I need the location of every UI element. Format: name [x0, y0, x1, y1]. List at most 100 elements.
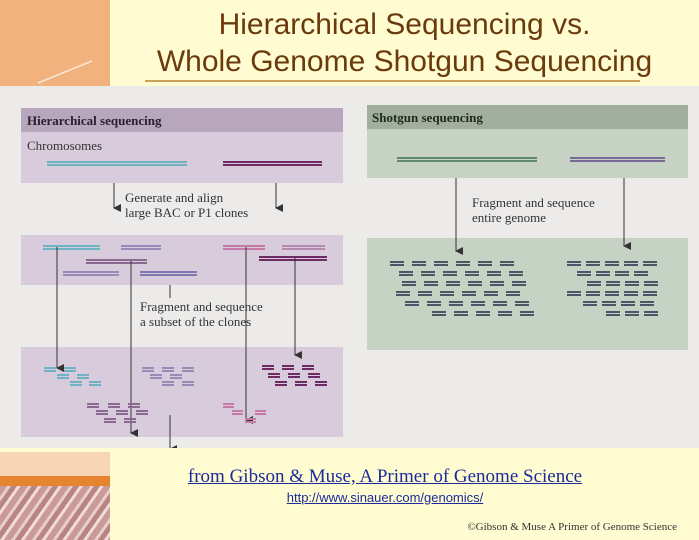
sequence-fragment: [583, 301, 597, 303]
sequence-fragment: [308, 376, 320, 378]
sequence-fragment: [443, 274, 457, 276]
sequence-fragment: [432, 314, 446, 316]
sequence-fragment: [170, 374, 182, 376]
sequence-fragment: [182, 384, 194, 386]
genome-section: [367, 129, 688, 178]
url-link[interactable]: http://www.sinauer.com/genomics/: [286, 490, 484, 505]
shotgun-header-bar: [367, 105, 688, 129]
sequence-fragment: [124, 421, 136, 423]
sequence-fragment: [232, 410, 243, 412]
sequence-fragment: [162, 384, 174, 386]
sequence-fragment: [487, 271, 501, 273]
sequence-fragment: [498, 311, 512, 313]
sequence-fragment: [427, 301, 441, 303]
sequence-fragment: [621, 301, 635, 303]
sequence-fragment: [64, 370, 76, 372]
sequence-fragment: [644, 284, 658, 286]
chromosome-section: [21, 132, 343, 183]
sequence-fragment: [454, 314, 468, 316]
sequence-fragment: [402, 284, 416, 286]
sequence-fragment: [443, 271, 457, 273]
sequence-fragment: [634, 271, 648, 273]
sequence-fragment: [424, 281, 438, 283]
sequence-fragment: [162, 381, 174, 383]
clone-bar: [140, 274, 197, 276]
sequence-fragment: [456, 264, 470, 266]
sequence-fragment: [302, 368, 314, 370]
sequence-fragment: [643, 294, 657, 296]
sequence-fragment: [268, 376, 280, 378]
sequence-fragment: [586, 291, 600, 293]
sequence-fragment: [625, 314, 639, 316]
sequence-fragment: [396, 291, 410, 293]
sequence-fragment: [644, 281, 658, 283]
clone-bar: [63, 274, 119, 276]
sequence-fragment: [262, 365, 274, 367]
clone-bar: [86, 259, 147, 261]
sequence-fragment: [245, 421, 256, 423]
sequence-fragment: [128, 403, 140, 405]
sequence-fragment: [625, 284, 639, 286]
sequence-fragment: [567, 294, 581, 296]
sequence-fragment: [275, 384, 287, 386]
sequence-fragment: [70, 381, 82, 383]
sequence-fragment: [640, 304, 654, 306]
shotgun-fragment-section: [367, 238, 688, 350]
sequence-fragment: [162, 370, 174, 372]
sequence-fragment: [567, 264, 581, 266]
sequence-fragment: [644, 314, 658, 316]
sequence-fragment: [640, 301, 654, 303]
sequence-fragment: [468, 281, 482, 283]
sequence-fragment: [520, 314, 534, 316]
sequence-fragment: [471, 301, 485, 303]
sequence-fragment: [462, 291, 476, 293]
sequence-fragment: [223, 403, 234, 405]
source-link[interactable]: from Gibson & Muse, A Primer of Genome S…: [187, 466, 583, 487]
clone-bar: [121, 248, 161, 250]
chromosomes-label: Chromosomes: [27, 138, 102, 153]
sequence-fragment: [295, 384, 307, 386]
sequence-fragment: [634, 274, 648, 276]
sequence-fragment: [471, 304, 485, 306]
sequence-fragment: [606, 284, 620, 286]
sequence-fragment: [624, 261, 638, 263]
sequence-fragment: [602, 304, 616, 306]
clone-bar: [223, 248, 265, 250]
sequence-fragment: [506, 291, 520, 293]
sequence-fragment: [506, 294, 520, 296]
sequence-fragment: [104, 421, 116, 423]
slide-title: Hierarchical Sequencing vs. Whole Genome…: [110, 6, 699, 80]
sequence-fragment: [615, 274, 629, 276]
sequence-fragment: [89, 384, 101, 386]
sequence-fragment: [268, 373, 280, 375]
sequence-fragment: [282, 368, 294, 370]
sequence-fragment: [577, 271, 591, 273]
sequence-fragment: [412, 261, 426, 263]
sequence-fragment: [128, 406, 140, 408]
slash-decoration: [37, 60, 93, 84]
sequence-fragment: [232, 413, 243, 415]
sequence-fragment: [500, 264, 514, 266]
sequence-fragment: [456, 261, 470, 263]
genome-line: [570, 157, 665, 159]
sequence-fragment: [390, 264, 404, 266]
sequence-fragment: [615, 271, 629, 273]
sequence-fragment: [116, 410, 128, 412]
sequence-fragment: [77, 374, 89, 376]
step2-text-1: Fragment and sequence: [140, 299, 263, 314]
orange-stripe: [0, 476, 110, 486]
sequence-fragment: [57, 377, 69, 379]
figure-image: Hierarchical sequencing Chromosomes Gene…: [0, 86, 699, 453]
sequence-fragment: [288, 376, 300, 378]
sequence-fragment: [621, 304, 635, 306]
sequence-fragment: [587, 284, 601, 286]
clone-bar: [86, 262, 147, 264]
sequence-fragment: [476, 314, 490, 316]
sequence-fragment: [478, 261, 492, 263]
sequence-fragment: [605, 294, 619, 296]
sequence-fragment: [624, 291, 638, 293]
clone-bar: [140, 271, 197, 273]
sequence-fragment: [587, 281, 601, 283]
sequence-fragment: [498, 314, 512, 316]
sequence-fragment: [424, 284, 438, 286]
